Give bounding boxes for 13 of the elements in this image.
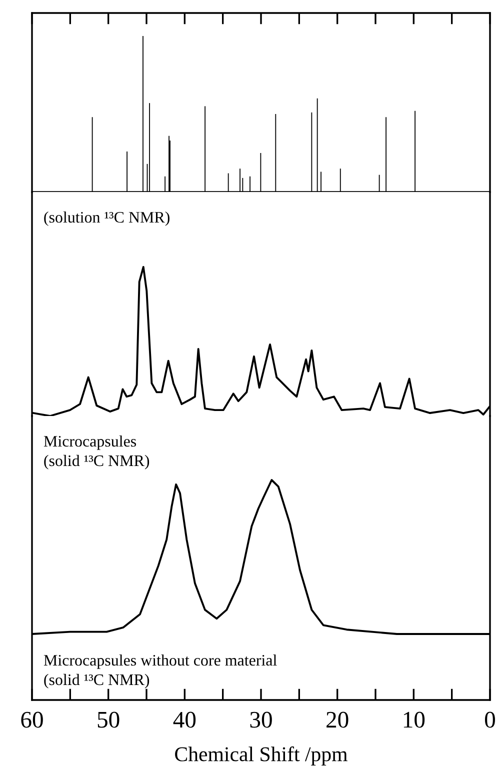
x-tick-label: 10 [404,712,425,728]
x-tick-label: 30 [250,712,272,728]
x-tick-label: 0 [484,712,496,728]
text: (solution ¹³C NMR) [44,211,170,226]
x-tick-label: 20 [326,712,348,728]
annotation: Microcapsules without core material [44,654,277,669]
annotation: (solid ¹³C NMR) [44,674,150,688]
text: (solid ¹³C NMR) [44,454,150,470]
x-tick-label: 40 [173,712,196,728]
x-tick-label: 60 [21,712,43,728]
x-axis-title: Chemical Shift /ppm [175,746,348,766]
x-tick-label: 50 [98,712,120,728]
text: Microcapsules [44,435,136,450]
